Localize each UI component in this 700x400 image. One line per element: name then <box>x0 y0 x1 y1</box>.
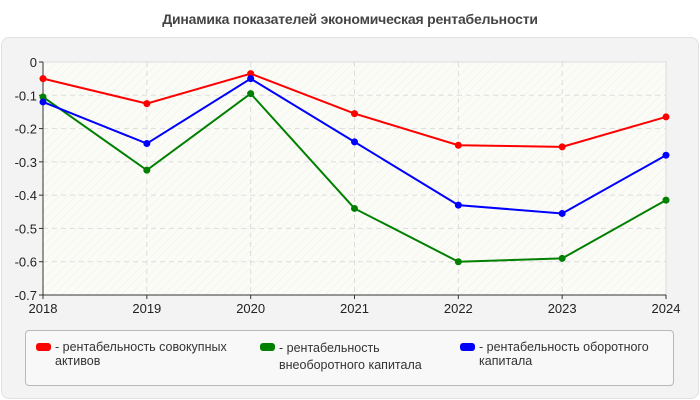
data-point <box>143 140 151 148</box>
x-tick-label: 2020 <box>236 301 265 316</box>
data-point <box>247 90 255 98</box>
x-tick-label: 2024 <box>652 301 681 316</box>
data-point <box>454 201 462 209</box>
y-tick-label: -0.4 <box>15 188 37 203</box>
y-tick-label: -0.5 <box>15 221 37 236</box>
y-tick-label: -0.1 <box>15 88 37 103</box>
legend: - рентабельность совокупных активов - ре… <box>25 330 674 386</box>
data-point <box>143 100 151 108</box>
data-point <box>39 98 47 106</box>
data-point <box>558 143 566 151</box>
x-tick-label: 2018 <box>29 301 58 316</box>
legend-item-noncurrent-capital: - рентабельность внеоборотного капитала <box>260 340 422 374</box>
data-point <box>351 204 358 212</box>
data-point <box>247 75 255 83</box>
data-point <box>662 113 670 121</box>
y-tick-label: 0 <box>30 55 37 70</box>
x-tick-label: 2022 <box>444 301 473 316</box>
data-point <box>662 196 670 204</box>
data-point <box>558 209 566 217</box>
legend-swatch-blue <box>460 343 475 351</box>
x-tick-label: 2023 <box>548 301 577 316</box>
y-tick-label: -0.3 <box>15 155 37 170</box>
y-tick-label: -0.6 <box>15 255 37 270</box>
legend-swatch-red <box>36 343 51 351</box>
data-point <box>351 110 358 118</box>
data-point <box>247 70 255 78</box>
legend-item-total-assets: - рентабельность совокупных активов <box>36 340 227 368</box>
data-point <box>454 141 462 149</box>
data-point <box>39 93 47 101</box>
data-point <box>143 166 151 174</box>
data-point <box>454 258 462 266</box>
y-tick-label: -0.7 <box>15 288 37 303</box>
series-lines <box>39 70 670 266</box>
x-tick-label: 2019 <box>132 301 161 316</box>
chart-title: Динамика показателей экономическая рента… <box>162 11 538 27</box>
legend-swatch-green <box>260 343 275 351</box>
data-point <box>558 254 566 262</box>
y-tick-label: -0.2 <box>15 122 37 137</box>
legend-item-working-capital: - рентабельность оборотного капитала <box>460 340 649 368</box>
data-point <box>39 75 47 83</box>
data-point <box>662 151 670 159</box>
data-point <box>351 138 358 146</box>
x-tick-label: 2021 <box>340 301 369 316</box>
